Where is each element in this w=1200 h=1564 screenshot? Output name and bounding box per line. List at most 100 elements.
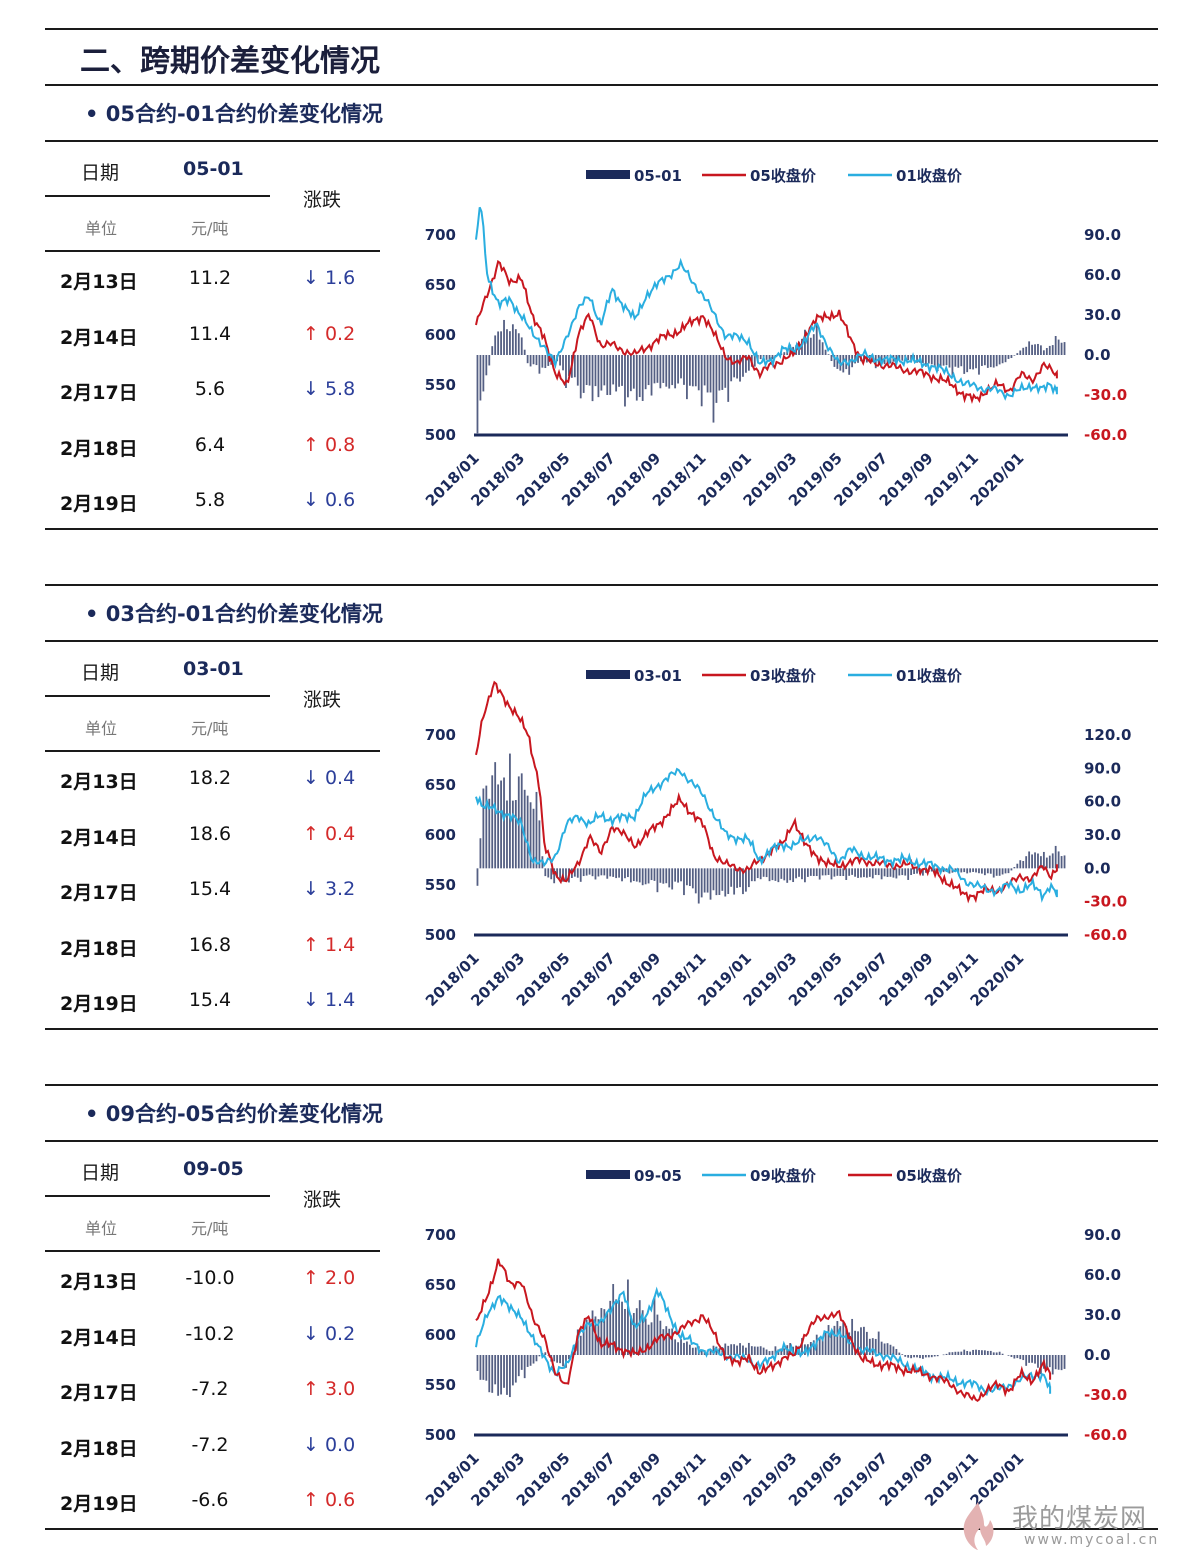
- spread-bar: [603, 1309, 606, 1355]
- price-line: [475, 259, 1058, 405]
- spread-bar: [565, 868, 567, 881]
- spread-bar: [960, 868, 963, 873]
- spread-bar: [895, 355, 898, 360]
- spread-bar: [789, 344, 792, 355]
- spread-bar: [618, 1299, 620, 1355]
- spread-table: 日期 05-01 涨跌 单位 元/吨 2月13日 11.2 ↓ 1.6 2月14…: [45, 143, 385, 533]
- spread-bar: [972, 355, 974, 370]
- row-date: 2月17日: [60, 882, 138, 904]
- spread-bar: [806, 1344, 809, 1355]
- spread-bar: [951, 355, 954, 377]
- spread-bar: [747, 355, 750, 371]
- spread-bar: [871, 868, 874, 879]
- spread-bar: [491, 1355, 494, 1393]
- spread-bar: [753, 355, 756, 367]
- spread-bar: [1037, 853, 1039, 869]
- spread-bar: [898, 868, 901, 876]
- spread-bar: [709, 355, 712, 393]
- y-right-tick-label: 90.0: [1084, 759, 1121, 777]
- spread-bar: [488, 798, 491, 869]
- spread-bar: [680, 868, 682, 882]
- spread-bar: [650, 868, 653, 881]
- spread-bar: [759, 1346, 762, 1355]
- spread-bar: [860, 1327, 862, 1355]
- spread-bar: [765, 868, 768, 878]
- row-change: ↑ 0.8: [303, 434, 356, 456]
- spread-bar: [836, 355, 839, 369]
- spread-bar: [665, 1326, 668, 1355]
- spread-bar: [780, 868, 783, 879]
- spread-bar: [747, 1342, 750, 1355]
- spread-bar: [966, 355, 969, 373]
- spread-bar: [547, 868, 550, 878]
- spread-bar: [703, 868, 706, 893]
- arrow-up-icon: ↑: [303, 934, 319, 956]
- spread-bar: [759, 355, 762, 360]
- spread-bar: [700, 868, 703, 898]
- spread-bar: [889, 868, 892, 877]
- spread-bar: [573, 355, 576, 378]
- spread-bar: [913, 868, 915, 874]
- spread-bar: [647, 868, 650, 884]
- page-title: 二、跨期价差变化情况: [80, 44, 380, 79]
- row-change: ↑ 0.4: [303, 823, 356, 845]
- spread-bar: [945, 1353, 948, 1355]
- y-right-tick-label: 0.0: [1084, 1346, 1111, 1364]
- spread-bar: [756, 868, 759, 879]
- spread-bar: [933, 355, 936, 366]
- spread-bar: [686, 868, 688, 886]
- row-change: ↑ 1.4: [303, 934, 356, 956]
- spread-bar: [998, 355, 1001, 365]
- spread-bar: [845, 868, 848, 880]
- legend-label: 09收盘价: [750, 1167, 817, 1185]
- spread-table: 日期 03-01 涨跌 单位 元/吨 2月13日 18.2 ↓ 0.4 2月14…: [45, 643, 385, 1033]
- spread-bar: [753, 868, 756, 882]
- spread-bar: [898, 1352, 901, 1355]
- spread-bar: [597, 868, 600, 877]
- row-change: ↓ 1.4: [303, 989, 356, 1011]
- spread-bar: [786, 868, 789, 883]
- spread-bar: [804, 329, 806, 355]
- spread-bar: [986, 1350, 989, 1355]
- y-right-tick-label: 0.0: [1084, 859, 1111, 877]
- spread-bar: [783, 1348, 786, 1355]
- spread-bar: [686, 1341, 688, 1355]
- spread-bar: [969, 868, 972, 873]
- y-right-tick-label: 60.0: [1084, 266, 1121, 284]
- spread-bar: [774, 868, 777, 881]
- spread-bar: [656, 1314, 659, 1355]
- row-date: 2月18日: [60, 1438, 138, 1460]
- spread-bar: [618, 868, 620, 878]
- spread-bar: [694, 1347, 697, 1355]
- legend-label: 01收盘价: [896, 167, 963, 185]
- spread-bar: [624, 355, 626, 407]
- spread-bar: [624, 1308, 626, 1355]
- subheader-rule: [45, 1250, 380, 1252]
- spread-bar: [680, 1339, 682, 1355]
- spread-bar: [860, 868, 862, 878]
- spread-bar: [801, 338, 803, 355]
- spread-bar: [1016, 1355, 1019, 1359]
- spread-bar: [703, 355, 706, 386]
- spread-bar: [520, 337, 523, 355]
- spread-bar: [901, 355, 904, 361]
- spread-bar: [609, 355, 612, 395]
- spread-bar: [544, 355, 547, 369]
- spread-bar: [517, 333, 520, 355]
- spread-bar: [718, 868, 721, 895]
- spread-bar: [479, 838, 482, 869]
- row-date: 2月19日: [60, 1493, 138, 1515]
- spread-bar: [833, 1325, 836, 1355]
- spread-bar: [854, 868, 856, 877]
- spread-bar: [688, 1344, 691, 1355]
- spread-bar: [1048, 855, 1051, 869]
- spread-bar: [824, 349, 827, 355]
- spread-bar: [727, 1345, 730, 1355]
- spread-bar: [857, 1331, 859, 1355]
- spread-bar: [936, 1355, 939, 1357]
- row-change: ↓ 1.6: [303, 267, 356, 289]
- spread-bar: [659, 1320, 662, 1355]
- spread-bar: [745, 355, 747, 373]
- spread-bar: [479, 1355, 482, 1380]
- section-title-03-01: • 03合约-01合约价差变化情况: [85, 602, 383, 626]
